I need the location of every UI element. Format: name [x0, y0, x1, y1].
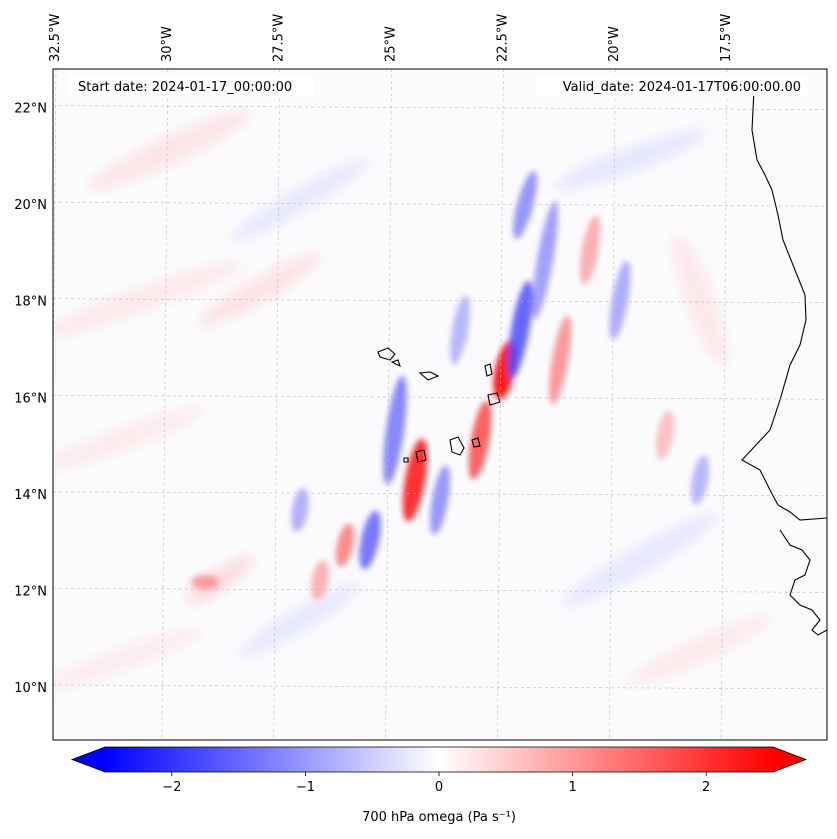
omega-field	[53, 89, 827, 693]
meridian-gridline	[497, 69, 504, 740]
colorbar-tick-label: −1	[296, 780, 315, 795]
meridian-gridline	[385, 69, 392, 740]
meridian-gridline	[720, 69, 728, 740]
valid-date-label: Valid_date: 2024-01-17T06:00:00.00	[563, 80, 801, 95]
colorbar-label: 700 hPa omega (Pa s⁻¹)	[362, 810, 516, 825]
colorbar-tick-label: 2	[702, 780, 710, 795]
latitude-label: 18°N	[14, 295, 47, 310]
longitude-label: 20°W	[607, 26, 622, 62]
colorbar-tick-label: 1	[568, 780, 576, 795]
latitude-label: 12°N	[14, 584, 47, 599]
longitude-label: 22.5°W	[495, 14, 510, 62]
valid-date-box	[536, 76, 808, 96]
latitude-labels: 22°N 20°N 18°N 16°N 14°N 12°N 10°N	[14, 102, 47, 696]
latitude-label: 16°N	[14, 391, 47, 406]
longitude-label: 27.5°W	[272, 14, 287, 62]
colorbar-gradient	[105, 747, 773, 772]
colorbar-extend-max	[773, 747, 806, 772]
longitude-label: 17.5°W	[719, 14, 734, 62]
colorbar: −2 −1 0 1 2 700 hPa omega (Pa s⁻¹)	[70, 746, 808, 825]
colorbar-ticks: −2 −1 0 1 2	[162, 772, 710, 795]
meridian-gridline	[273, 69, 280, 740]
colorbar-extend-min	[72, 747, 105, 772]
longitude-label: 32.5°W	[48, 14, 63, 62]
colorbar-tick-label: −2	[162, 780, 181, 795]
start-date-box	[68, 76, 314, 96]
start-date-label: Start date: 2024-01-17_00:00:00	[78, 80, 292, 95]
latitude-label: 20°N	[14, 198, 47, 213]
longitude-label: 25°W	[384, 26, 399, 62]
latitude-label: 22°N	[14, 102, 47, 117]
map-panel: Start date: 2024-01-17_00:00:00 Valid_da…	[52, 68, 828, 741]
coastlines	[377, 89, 827, 636]
gridlines	[53, 69, 827, 740]
latitude-label: 10°N	[14, 681, 47, 696]
meridian-gridline	[608, 69, 616, 740]
longitude-labels: 32.5°W 30°W 27.5°W 25°W 22.5°W 20°W 17.5°W	[48, 14, 734, 62]
meridian-gridline	[161, 69, 169, 740]
latitude-label: 14°N	[14, 488, 47, 503]
colorbar-tick-label: 0	[435, 780, 443, 795]
longitude-label: 30°W	[160, 26, 175, 62]
